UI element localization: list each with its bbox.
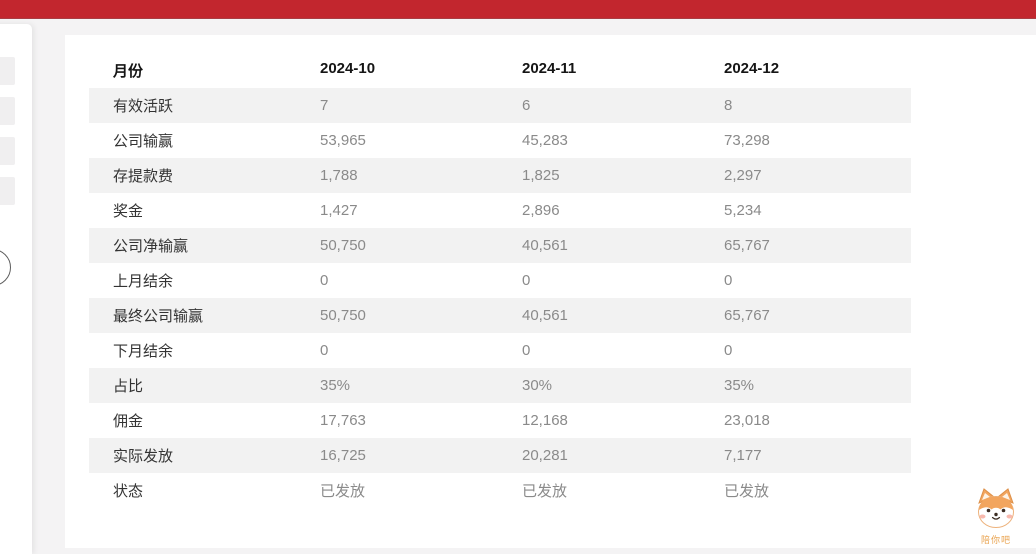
top-red-bar	[0, 0, 1036, 19]
skeleton-item	[0, 177, 15, 205]
table-row: 上月结余 0 0 0	[89, 263, 911, 298]
row-label-cell: 占比	[113, 378, 144, 395]
row-value-cell: 50,750	[320, 237, 366, 254]
row-value-cell: 5,234	[724, 202, 762, 219]
row-value-cell: 53,965	[320, 132, 366, 149]
row-value-cell: 已发放	[724, 483, 770, 500]
row-value-cell: 0	[522, 272, 531, 289]
row-label-cell: 奖金	[113, 203, 144, 220]
table-header-row: 月份 2024-10 2024-11 2024-12	[89, 60, 911, 88]
row-value-cell: 7,177	[724, 447, 762, 464]
row-label-cell: 有效活跃	[113, 98, 174, 115]
left-cutoff-panel	[0, 24, 32, 554]
row-label-cell: 实际发放	[113, 448, 174, 465]
row-value-cell: 已发放	[522, 483, 568, 500]
row-value-cell: 12,168	[522, 412, 568, 429]
row-value-cell: 50,750	[320, 307, 366, 324]
row-value-cell: 23,018	[724, 412, 770, 429]
table-row: 最终公司输赢 50,750 40,561 65,767	[89, 298, 911, 333]
mascot-widget[interactable]: 陪你吧	[970, 487, 1022, 546]
row-value-cell: 8	[724, 97, 733, 114]
month-column-header: 2024-12	[724, 60, 780, 77]
report-card: 月份 2024-10 2024-11 2024-12 有效活跃 7 6 8 公司输赢…	[65, 35, 1036, 548]
table-row: 公司净输赢 50,750 40,561 65,767	[89, 228, 911, 263]
row-value-cell: 6	[522, 97, 531, 114]
table-row: 下月结余 0 0 0	[89, 333, 911, 368]
mascot-caption: 陪你吧	[980, 535, 1011, 545]
row-label-cell: 佣金	[113, 413, 144, 430]
row-value-cell: 16,725	[320, 447, 366, 464]
partial-circle-control[interactable]	[0, 249, 11, 286]
row-value-cell: 65,767	[724, 237, 770, 254]
row-value-cell: 30%	[522, 377, 553, 394]
skeleton-item	[0, 137, 15, 165]
month-header-label: 月份	[113, 63, 144, 80]
table-row: 实际发放 16,725 20,281 7,177	[89, 438, 911, 473]
row-value-cell: 1,427	[320, 202, 358, 219]
row-value-cell: 17,763	[320, 412, 366, 429]
row-value-cell: 35%	[320, 377, 351, 394]
table-row: 状态 已发放 已发放 已发放	[89, 473, 911, 508]
row-value-cell: 0	[724, 342, 733, 359]
row-value-cell: 65,767	[724, 307, 770, 324]
row-value-cell: 20,281	[522, 447, 568, 464]
row-value-cell: 0	[522, 342, 531, 359]
row-label-cell: 公司净输赢	[113, 238, 189, 255]
table-row: 佣金 17,763 12,168 23,018	[89, 403, 911, 438]
table-row: 占比 35% 30% 35%	[89, 368, 911, 403]
row-value-cell: 已发放	[320, 483, 366, 500]
row-value-cell: 7	[320, 97, 329, 114]
table-row: 奖金 1,427 2,896 5,234	[89, 193, 911, 228]
row-value-cell: 40,561	[522, 237, 568, 254]
row-label-cell: 状态	[113, 483, 144, 500]
skeleton-item	[0, 97, 15, 125]
row-value-cell: 0	[320, 342, 329, 359]
row-value-cell: 45,283	[522, 132, 568, 149]
row-label-cell: 上月结余	[113, 273, 174, 290]
month-column-header: 2024-10	[320, 60, 376, 77]
row-value-cell: 40,561	[522, 307, 568, 324]
table-row: 存提款费 1,788 1,825 2,297	[89, 158, 911, 193]
row-value-cell: 2,896	[522, 202, 560, 219]
shiba-dog-icon	[972, 487, 1020, 534]
month-column-header: 2024-11	[522, 60, 577, 77]
row-value-cell: 73,298	[724, 132, 770, 149]
skeleton-item	[0, 57, 15, 85]
row-value-cell: 1,788	[320, 167, 358, 184]
row-label-cell: 存提款费	[113, 168, 174, 185]
row-value-cell: 2,297	[724, 167, 762, 184]
monthly-report-table: 月份 2024-10 2024-11 2024-12 有效活跃 7 6 8 公司输赢…	[89, 60, 911, 508]
row-label-cell: 下月结余	[113, 343, 174, 360]
row-value-cell: 0	[724, 272, 733, 289]
table-row: 有效活跃 7 6 8	[89, 88, 911, 123]
row-label-cell: 最终公司输赢	[113, 308, 204, 325]
table-row: 公司输赢 53,965 45,283 73,298	[89, 123, 911, 158]
row-value-cell: 35%	[724, 377, 755, 394]
row-value-cell: 0	[320, 272, 329, 289]
row-value-cell: 1,825	[522, 167, 560, 184]
row-label-cell: 公司输赢	[113, 133, 174, 150]
